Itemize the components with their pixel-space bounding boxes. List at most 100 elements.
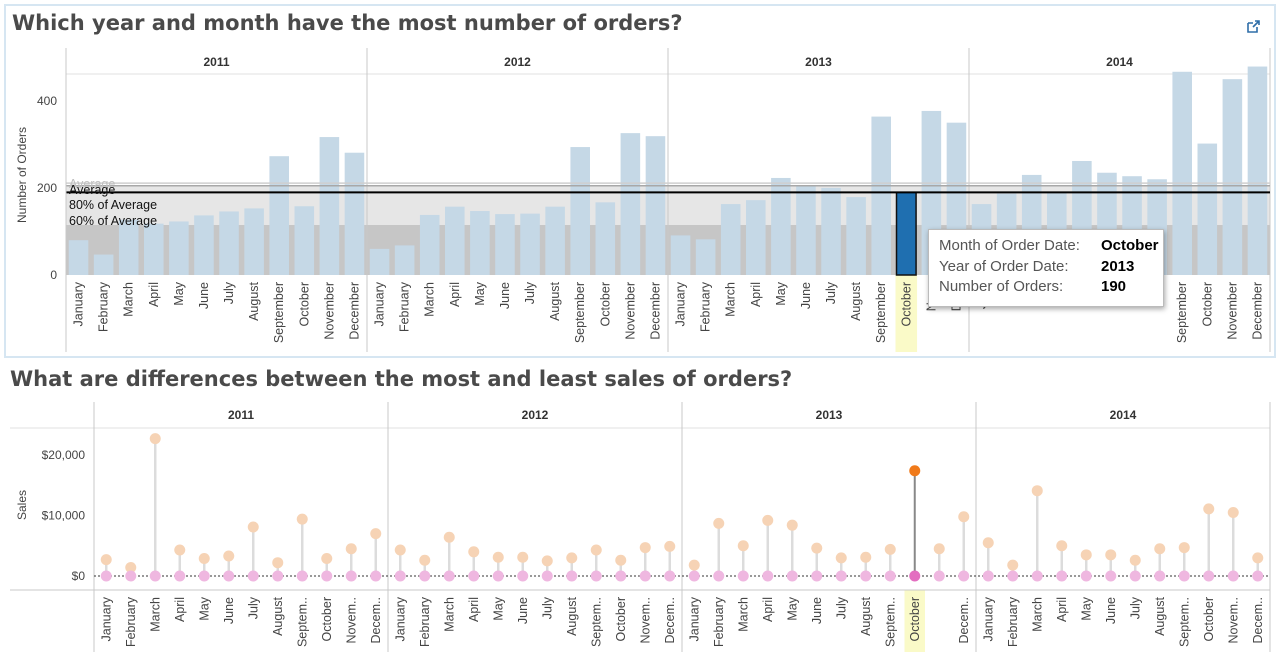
max-sales-point xyxy=(688,559,700,571)
max-sales-point xyxy=(786,519,798,531)
max-sales-point xyxy=(1031,485,1043,497)
max-sales-point xyxy=(1007,559,1019,571)
x-tick-label: February xyxy=(1006,596,1020,647)
x-tick-label: January xyxy=(373,281,387,326)
max-sales-point xyxy=(223,550,235,562)
max-sales-point xyxy=(1154,543,1166,555)
x-tick-label: January xyxy=(393,596,407,641)
x-tick-label: April xyxy=(749,282,763,307)
bar xyxy=(93,254,114,275)
x-tick-label: January xyxy=(72,281,86,326)
year-header: 2013 xyxy=(816,408,843,422)
min-sales-point xyxy=(223,570,235,582)
avg80-label: 80% of Average xyxy=(69,198,157,212)
bar xyxy=(645,136,666,275)
x-tick-label: October xyxy=(614,597,628,641)
bar xyxy=(369,248,390,275)
x-tick-label: December xyxy=(648,282,662,340)
min-sales-point xyxy=(688,570,700,582)
bar xyxy=(470,211,490,275)
selected-month-highlight xyxy=(904,590,925,652)
min-sales-point xyxy=(909,570,921,582)
max-sales-point xyxy=(713,517,725,529)
x-tick-label: July xyxy=(222,281,236,304)
x-tick-label: May xyxy=(774,281,788,305)
min-sales-point xyxy=(100,570,112,582)
x-tick-label: July xyxy=(834,596,848,619)
x-tick-label: July xyxy=(1128,596,1142,619)
year-header: 2011 xyxy=(203,55,229,69)
x-tick-label: May xyxy=(473,281,487,305)
max-sales-point xyxy=(933,543,945,555)
x-tick-label: March xyxy=(122,282,136,317)
min-sales-point xyxy=(615,570,627,582)
selected-month-highlight xyxy=(895,275,918,352)
external-link-icon[interactable] xyxy=(1245,19,1261,35)
x-tick-label: April xyxy=(761,597,775,622)
average-label: Average xyxy=(69,183,115,197)
x-tick-label: February xyxy=(712,596,726,647)
y-axis-title: Number of Orders xyxy=(15,127,29,223)
min-sales-point xyxy=(1031,570,1043,582)
max-sales-point xyxy=(909,465,921,477)
y-tick-label: $10,000 xyxy=(42,509,86,523)
x-tick-label: April xyxy=(467,597,481,622)
avg60-label: 60% of Average xyxy=(69,214,157,228)
bar xyxy=(720,204,741,275)
tooltip-row-month: Month of Order Date: October xyxy=(939,237,1163,258)
min-sales-point xyxy=(174,570,186,582)
x-tick-label: January xyxy=(981,596,995,641)
x-tick-label: April xyxy=(448,282,462,307)
x-tick-label: November xyxy=(1225,282,1239,340)
min-sales-point xyxy=(1080,570,1092,582)
bar xyxy=(520,213,540,275)
x-tick-label: February xyxy=(418,596,432,647)
x-tick-label: July xyxy=(246,596,260,619)
x-tick-label: February xyxy=(97,281,111,332)
max-sales-point xyxy=(1080,549,1092,561)
x-tick-label: March xyxy=(724,282,738,317)
x-tick-label: Decem.. xyxy=(369,597,383,644)
x-tick-label: March xyxy=(1030,597,1044,632)
min-sales-point xyxy=(149,570,161,582)
x-tick-label: August xyxy=(849,281,863,320)
max-sales-point xyxy=(345,543,357,555)
max-sales-point xyxy=(272,557,284,569)
max-sales-point xyxy=(541,555,553,567)
min-sales-point xyxy=(639,570,651,582)
x-tick-label: June xyxy=(799,282,813,309)
max-sales-point xyxy=(247,521,259,533)
min-sales-point xyxy=(958,570,970,582)
min-sales-point xyxy=(1252,570,1264,582)
x-tick-label: October xyxy=(598,282,612,326)
x-tick-label: March xyxy=(442,597,456,632)
min-sales-point xyxy=(125,570,137,582)
x-tick-label: April xyxy=(173,597,187,622)
max-sales-point xyxy=(664,540,676,552)
x-tick-label: November xyxy=(623,282,637,340)
min-sales-point xyxy=(370,570,382,582)
max-sales-point xyxy=(982,537,994,549)
bar xyxy=(219,211,239,275)
max-sales-point xyxy=(615,554,627,566)
bar xyxy=(796,185,816,275)
x-tick-label: Septem.. xyxy=(295,597,309,647)
min-sales-point xyxy=(737,570,749,582)
min-sales-point xyxy=(566,570,578,582)
faded-average-label: Average xyxy=(69,177,115,191)
x-tick-label: December xyxy=(1250,282,1264,340)
y-tick-label: 200 xyxy=(37,181,57,195)
min-sales-point xyxy=(884,570,896,582)
max-sales-point xyxy=(1129,554,1141,566)
x-tick-label: March xyxy=(736,597,750,632)
max-sales-point xyxy=(1056,540,1068,552)
x-tick-label: June xyxy=(222,597,236,624)
max-sales-point xyxy=(1203,503,1215,515)
max-sales-point xyxy=(835,552,847,564)
min-sales-point xyxy=(1129,570,1141,582)
min-sales-point xyxy=(713,570,725,582)
x-tick-label: February xyxy=(124,596,138,647)
max-sales-point xyxy=(100,554,112,566)
bar xyxy=(846,197,866,275)
y-tick-label: 0 xyxy=(50,268,57,282)
